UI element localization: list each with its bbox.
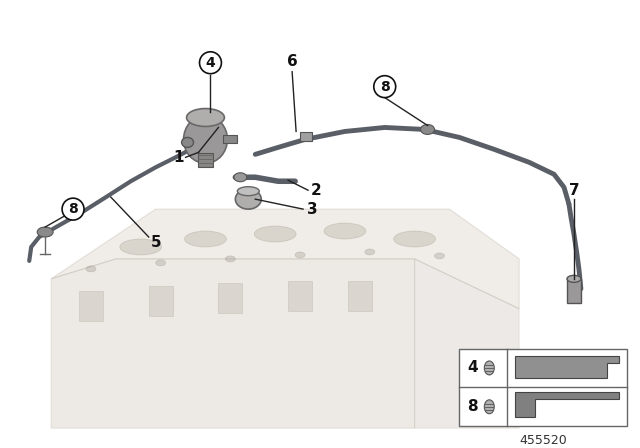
Ellipse shape	[324, 223, 366, 239]
Ellipse shape	[484, 400, 494, 414]
Text: 4: 4	[467, 361, 477, 375]
Ellipse shape	[184, 231, 227, 247]
Text: 6: 6	[287, 54, 298, 69]
Ellipse shape	[37, 227, 53, 237]
Ellipse shape	[86, 266, 96, 272]
Ellipse shape	[184, 116, 227, 164]
Ellipse shape	[394, 231, 435, 247]
Ellipse shape	[182, 138, 193, 147]
Ellipse shape	[567, 276, 581, 282]
Ellipse shape	[236, 189, 261, 209]
Bar	[198, 153, 214, 167]
Bar	[148, 286, 173, 316]
Text: 2: 2	[310, 183, 321, 198]
Circle shape	[62, 198, 84, 220]
Ellipse shape	[225, 256, 236, 262]
Ellipse shape	[365, 249, 375, 255]
Text: 4: 4	[205, 56, 215, 70]
Bar	[567, 279, 581, 303]
Ellipse shape	[420, 125, 435, 134]
Ellipse shape	[237, 187, 259, 196]
Text: 8: 8	[467, 399, 477, 414]
Polygon shape	[51, 259, 415, 428]
Ellipse shape	[234, 173, 247, 182]
Bar	[288, 281, 312, 311]
Polygon shape	[515, 357, 619, 379]
Bar	[223, 135, 237, 143]
Circle shape	[200, 52, 221, 73]
Bar	[218, 283, 243, 313]
Ellipse shape	[435, 253, 444, 259]
Ellipse shape	[120, 239, 162, 255]
Bar	[460, 349, 627, 426]
Text: 7: 7	[568, 183, 579, 198]
Polygon shape	[51, 209, 519, 309]
Text: 8: 8	[68, 202, 78, 216]
Ellipse shape	[156, 260, 166, 266]
Ellipse shape	[295, 252, 305, 258]
Ellipse shape	[194, 149, 207, 158]
Polygon shape	[515, 392, 619, 417]
Polygon shape	[415, 259, 519, 428]
Text: 8: 8	[380, 80, 390, 94]
Text: 455520: 455520	[519, 434, 567, 447]
Ellipse shape	[484, 361, 494, 375]
Circle shape	[374, 76, 396, 98]
Bar	[79, 291, 103, 321]
Bar	[300, 133, 312, 142]
Bar	[348, 281, 372, 311]
Ellipse shape	[187, 108, 225, 126]
Text: 5: 5	[150, 236, 161, 250]
Text: 1: 1	[173, 150, 184, 165]
Ellipse shape	[254, 226, 296, 242]
Text: 3: 3	[307, 202, 317, 217]
